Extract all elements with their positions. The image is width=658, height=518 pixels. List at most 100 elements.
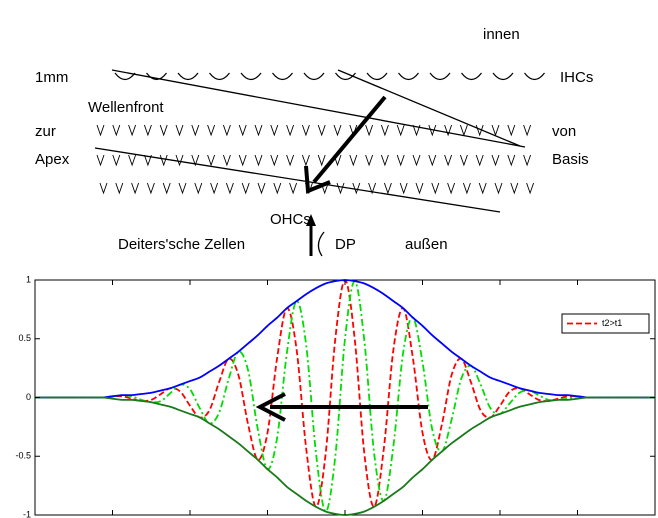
- ohc-symbol: [508, 125, 515, 135]
- ohc-symbol: [271, 125, 278, 135]
- ohc-symbol: [445, 155, 452, 165]
- ohc-symbol: [144, 125, 151, 135]
- ihc-symbol: [178, 73, 198, 80]
- ohc-symbol: [290, 183, 297, 193]
- ohc-symbol: [129, 155, 136, 165]
- ohc-symbol: [429, 155, 436, 165]
- ohc-symbol: [527, 183, 534, 193]
- ihc-symbol: [525, 73, 545, 80]
- ohc-symbol: [492, 155, 499, 165]
- ohc-symbol: [476, 155, 483, 165]
- ohc-symbol: [147, 183, 154, 193]
- ohc-symbol: [179, 183, 186, 193]
- ohc-symbol: [432, 183, 439, 193]
- label: OHCs: [270, 211, 311, 228]
- dp-curve: [318, 232, 324, 256]
- y-tick-label: 0.5: [18, 333, 31, 343]
- ohc-symbol: [116, 183, 123, 193]
- ohc-symbol: [274, 183, 281, 193]
- ohc-symbol: [100, 183, 107, 193]
- ohc-symbol: [337, 183, 344, 193]
- ohc-symbol: [334, 125, 341, 135]
- ohc-symbol: [97, 125, 104, 135]
- y-tick-label: 0: [26, 392, 31, 402]
- ohc-symbol: [176, 155, 183, 165]
- ihc-symbol: [241, 73, 261, 80]
- cochlea-diagram: innen 1mm IHCs Wellenfront zur von Apex …: [35, 26, 593, 256]
- ohc-symbol: [113, 155, 120, 165]
- ohc-symbol: [239, 155, 246, 165]
- label: außen: [405, 236, 448, 253]
- ohc-symbol: [97, 155, 104, 165]
- ihc-symbol: [462, 73, 482, 80]
- ohc-symbol: [492, 125, 499, 135]
- ohc-symbol: [416, 183, 423, 193]
- ohc-symbol: [397, 125, 404, 135]
- ohc-symbol: [129, 125, 136, 135]
- ohc-symbol: [366, 125, 373, 135]
- wavefront-line: [95, 148, 500, 212]
- ohc-symbol: [318, 155, 325, 165]
- label: Basis: [552, 151, 589, 168]
- legend: t2>t1: [562, 314, 649, 333]
- label: DP: [335, 236, 356, 253]
- ohc-symbol: [287, 125, 294, 135]
- y-tick-label: -1: [23, 509, 31, 518]
- figure: innen 1mm IHCs Wellenfront zur von Apex …: [0, 0, 658, 518]
- ohc-symbol: [524, 125, 531, 135]
- ohc-symbol: [460, 125, 467, 135]
- wavefront-line: [338, 70, 520, 146]
- ohc-symbol: [239, 125, 246, 135]
- ihc-symbol: [399, 73, 419, 80]
- label: von: [552, 123, 576, 140]
- ohc-symbol: [223, 125, 230, 135]
- label: IHCs: [560, 69, 593, 86]
- ohc-symbol: [381, 125, 388, 135]
- ohc-symbol: [176, 125, 183, 135]
- label: innen: [483, 26, 520, 43]
- ohc-symbol: [366, 155, 373, 165]
- ohc-symbol: [255, 155, 262, 165]
- ihc-symbol: [273, 73, 293, 80]
- ihc-symbol: [304, 73, 324, 80]
- ohc-symbol: [400, 183, 407, 193]
- ihc-symbol: [493, 73, 513, 80]
- y-tick-label: 1: [26, 274, 31, 284]
- ohc-symbol: [223, 155, 230, 165]
- ohc-symbol: [397, 155, 404, 165]
- ohc-symbol: [208, 125, 215, 135]
- ihc-symbol: [336, 73, 356, 80]
- chart: t2>t1 -1 -0.5 0 0.5 1: [15, 274, 655, 518]
- ohc-symbol: [160, 125, 167, 135]
- ohc-symbol: [192, 125, 199, 135]
- ohc-symbol: [318, 125, 325, 135]
- ohc-symbol: [242, 183, 249, 193]
- label: 1mm: [35, 69, 68, 86]
- ohc-symbol: [413, 155, 420, 165]
- ohc-symbol: [208, 155, 215, 165]
- ohc-symbol: [508, 155, 515, 165]
- label: Deiters'sche Zellen: [118, 236, 245, 253]
- ohc-symbol: [524, 155, 531, 165]
- label: Wellenfront: [88, 99, 164, 116]
- ohc-symbol: [448, 183, 455, 193]
- ihc-symbol: [367, 73, 387, 80]
- y-tick-label: -0.5: [15, 451, 31, 461]
- ohc-symbol: [302, 125, 309, 135]
- label: zur: [35, 123, 56, 140]
- ohc-symbol: [479, 183, 486, 193]
- ohc-symbol: [211, 183, 218, 193]
- ihc-symbol: [430, 73, 450, 80]
- legend-label: t2>t1: [602, 318, 622, 328]
- ohc-symbol: [195, 183, 202, 193]
- ohc-symbol: [384, 183, 391, 193]
- ohc-symbol: [255, 125, 262, 135]
- ohc-symbol: [495, 183, 502, 193]
- ohc-symbol: [160, 155, 167, 165]
- ohc-symbol: [302, 155, 309, 165]
- ohc-symbol: [463, 183, 470, 193]
- label: Apex: [35, 151, 70, 168]
- wavefront-line: [112, 70, 525, 147]
- ohc-symbol: [113, 125, 120, 135]
- ohc-symbol: [381, 155, 388, 165]
